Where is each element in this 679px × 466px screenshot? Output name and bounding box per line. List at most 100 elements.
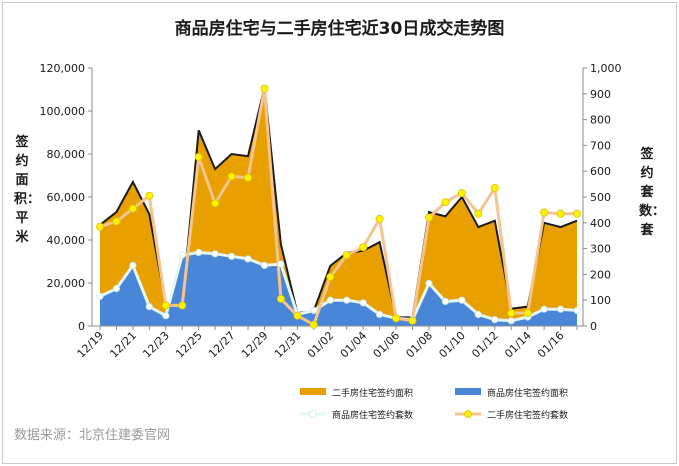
y-right-tick-label: 400 — [590, 217, 611, 230]
line-point-1 — [195, 248, 203, 257]
x-tick-label: 12/25 — [173, 329, 205, 361]
x-tick-label: 01/12 — [469, 329, 501, 361]
line-point-2 — [276, 294, 285, 303]
x-tick-label: 12/27 — [206, 329, 238, 361]
line-point-1 — [441, 297, 449, 306]
line-point-2 — [556, 209, 565, 218]
line-point-2 — [408, 316, 417, 325]
line-point-1 — [244, 255, 252, 263]
line-point-1 — [556, 305, 565, 313]
line-point-2 — [573, 209, 582, 218]
line-point-2 — [161, 301, 170, 310]
y-right-tick-label: 300 — [590, 243, 611, 256]
line-point-2 — [194, 152, 203, 161]
legend-label: 二手房住宅签约套数 — [487, 409, 568, 421]
line-point-2 — [260, 84, 269, 93]
y-left-tick-label: 40,000 — [47, 234, 86, 247]
line-point-1 — [326, 296, 334, 304]
line-point-1 — [277, 260, 285, 268]
legend-swatch-marker — [464, 410, 472, 418]
line-point-1 — [228, 252, 236, 260]
line-point-1 — [507, 317, 515, 325]
line-point-2 — [540, 208, 549, 217]
line-point-2 — [309, 320, 318, 329]
y-left-tick-label: 20,000 — [47, 277, 86, 290]
y-right-tick-label: 600 — [590, 165, 611, 178]
line-point-2 — [96, 222, 105, 231]
line-point-1 — [540, 305, 548, 313]
y-left-tick-label: 0 — [78, 320, 85, 333]
line-point-2 — [112, 217, 121, 226]
legend-label: 二手房住宅签约面积 — [332, 387, 413, 399]
line-point-2 — [293, 311, 302, 320]
line-point-2 — [441, 198, 450, 207]
line-point-2 — [243, 173, 252, 182]
y-left-tick-label: 80,000 — [47, 148, 86, 161]
y-left-tick-label: 60,000 — [47, 191, 86, 204]
line-point-1 — [162, 312, 170, 320]
x-tick-label: 12/19 — [75, 329, 107, 361]
line-point-2 — [359, 243, 368, 252]
legend-label: 商品房住宅签约套数 — [332, 409, 413, 421]
y-right-tick-label: 200 — [590, 268, 611, 281]
legend-swatch-area — [455, 388, 481, 395]
line-point-1 — [211, 250, 219, 258]
x-tick-label: 12/29 — [239, 329, 271, 361]
line-point-2 — [178, 301, 187, 310]
line-point-1 — [260, 261, 269, 269]
line-point-1 — [178, 251, 186, 259]
y-right-tick-label: 1,000 — [590, 62, 622, 75]
x-tick-label: 12/23 — [140, 329, 172, 361]
x-tick-label: 12/21 — [107, 329, 139, 361]
data-source-note: 数据来源：北京住建委官网 — [14, 428, 171, 443]
line-point-1 — [112, 284, 121, 293]
line-point-1 — [359, 299, 367, 307]
y-left-tick-label: 100,000 — [40, 105, 86, 118]
chart-title: 商品房住宅与二手房住宅近30日成交走势图 — [174, 19, 505, 39]
x-tick-label: 01/04 — [338, 329, 370, 361]
line-point-2 — [523, 309, 532, 318]
line-point-2 — [457, 189, 466, 198]
x-tick-label: 12/31 — [272, 329, 304, 361]
line-point-2 — [424, 213, 433, 222]
y-right-tick-label: 100 — [590, 294, 611, 307]
area-series-2 — [100, 252, 577, 326]
line-point-1 — [343, 296, 351, 304]
x-tick-label: 01/06 — [371, 329, 403, 361]
x-tick-label: 01/10 — [436, 329, 468, 361]
y-right-tick-label: 0 — [590, 320, 597, 333]
line-point-1 — [96, 292, 104, 300]
legend-swatch-marker — [309, 410, 317, 418]
line-point-2 — [326, 272, 335, 281]
line-point-2 — [128, 204, 137, 213]
line-point-2 — [227, 172, 236, 181]
line-point-1 — [145, 302, 153, 311]
line-point-1 — [573, 306, 581, 315]
line-point-1 — [458, 296, 466, 304]
line-point-1 — [491, 315, 499, 324]
line-point-1 — [425, 279, 433, 287]
x-tick-label: 01/08 — [403, 329, 435, 361]
y-right-tick-label: 500 — [590, 191, 611, 204]
x-tick-label: 01/14 — [502, 329, 534, 361]
line-point-2 — [490, 183, 499, 192]
x-tick-label: 01/16 — [535, 329, 567, 361]
line-point-1 — [310, 306, 318, 315]
line-point-2 — [392, 314, 401, 323]
y-right-tick-label: 800 — [590, 114, 611, 127]
line-point-2 — [507, 309, 516, 318]
line-point-2 — [342, 251, 351, 260]
line-point-2 — [474, 209, 483, 218]
line-point-2 — [145, 191, 154, 200]
legend-label: 商品房住宅签约面积 — [487, 387, 568, 399]
line-point-1 — [474, 310, 482, 318]
y-right-tick-label: 900 — [590, 88, 611, 101]
y-right-tick-label: 700 — [590, 139, 611, 152]
x-tick-label: 01/02 — [305, 329, 337, 361]
line-point-2 — [375, 214, 384, 223]
line-point-1 — [375, 310, 384, 318]
line-point-2 — [211, 199, 220, 208]
legend-swatch-area — [300, 388, 326, 395]
line-point-1 — [129, 261, 137, 269]
